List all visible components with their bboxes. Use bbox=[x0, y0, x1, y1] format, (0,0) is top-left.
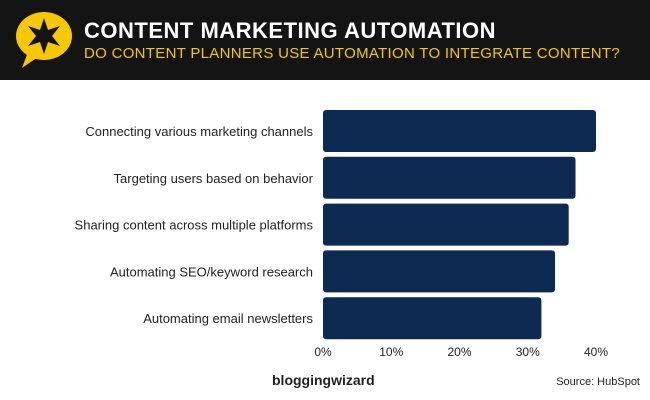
logo-star-bubble-icon bbox=[16, 12, 72, 68]
x-tick-label: 30% bbox=[516, 345, 540, 359]
bar bbox=[323, 156, 576, 199]
source-note: Source: HubSpot bbox=[556, 376, 640, 388]
category-label: Automating email newsletters bbox=[143, 311, 313, 326]
page-subtitle: DO CONTENT PLANNERS USE AUTOMATION TO IN… bbox=[84, 45, 621, 62]
category-label: Sharing content across multiple platform… bbox=[75, 218, 314, 233]
bar bbox=[323, 110, 596, 152]
bar bbox=[323, 250, 556, 293]
x-tick-label: 0% bbox=[314, 345, 332, 359]
x-tick-label: 10% bbox=[379, 345, 403, 359]
category-label: Connecting various marketing channels bbox=[85, 124, 313, 139]
bar-chart: Connecting various marketing channels Tar… bbox=[75, 110, 608, 359]
category-label: Targeting users based on behavior bbox=[114, 171, 314, 186]
x-tick-label: 20% bbox=[447, 345, 471, 359]
bar bbox=[323, 203, 569, 246]
x-tick-label: 40% bbox=[584, 345, 608, 359]
category-label: Automating SEO/keyword research bbox=[110, 264, 313, 279]
page-title: CONTENT MARKETING AUTOMATION bbox=[84, 18, 497, 43]
brand-logo: bloggingwizard bbox=[272, 372, 375, 388]
header: CONTENT MARKETING AUTOMATION DO CONTENT … bbox=[0, 0, 650, 80]
bar bbox=[323, 297, 542, 340]
